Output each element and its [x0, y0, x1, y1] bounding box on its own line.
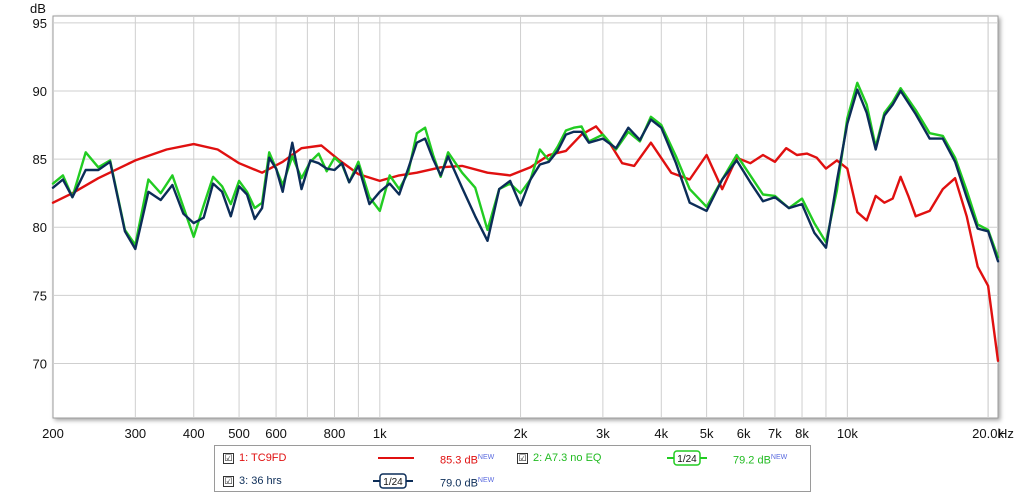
legend: ☑ 1: TC9FD 85.3 dBNEW ☑ 2: A7.3 no EQ 1/…: [214, 445, 811, 492]
smoothing-badge-3: 1/24: [373, 473, 413, 489]
x-tick-label: 200: [42, 426, 64, 441]
series-line-3: [51, 88, 1000, 263]
legend-new-tag-3: NEW: [477, 477, 495, 484]
legend-value-3: 79.0 dBNEW: [440, 473, 494, 492]
series-line-1: [51, 125, 1000, 362]
x-tick-label: 1k: [373, 426, 387, 441]
x-tick-label: 5k: [700, 426, 714, 441]
legend-value-1-text: 85.3 dB: [440, 454, 478, 467]
x-tick-label: 2k: [514, 426, 528, 441]
x-tick-label: 6k: [737, 426, 751, 441]
plot-frame: [52, 15, 999, 419]
x-tick-label: 500: [228, 426, 250, 441]
x-tick-label: 800: [324, 426, 346, 441]
series-line-2: [51, 81, 1000, 259]
x-tick-label: 400: [183, 426, 205, 441]
legend-entry-36hrs[interactable]: ☑ 3: 36 hrs 1/24 79.0 dBNEW: [223, 473, 513, 492]
legend-new-tag-2: NEW: [770, 454, 788, 461]
legend-checkbox-3[interactable]: ☑: [223, 476, 234, 487]
y-axis-label: dB: [30, 1, 46, 16]
x-unit-label: Hz: [998, 426, 1014, 441]
y-tick-label: 85: [33, 152, 47, 167]
legend-swatch-3: 1/24: [373, 473, 413, 489]
legend-entry-a73[interactable]: ☑ 2: A7.3 no EQ 1/24 79.2 dBNEW: [517, 450, 807, 469]
legend-label-1: 1: TC9FD: [239, 452, 287, 464]
legend-new-tag-1: NEW: [477, 454, 495, 461]
legend-swatch-1: [378, 457, 414, 459]
legend-value-2: 79.2 dBNEW: [733, 450, 787, 469]
legend-label-2: 2: A7.3 no EQ: [533, 452, 602, 464]
legend-value-1: 85.3 dBNEW: [440, 450, 494, 469]
legend-checkbox-1[interactable]: ☑: [223, 453, 234, 464]
x-tick-label: 4k: [654, 426, 668, 441]
x-tick-label: 20.0k: [972, 426, 1004, 441]
x-tick-label: 3k: [596, 426, 610, 441]
smoothing-text-3: 1/24: [383, 477, 403, 488]
y-tick-label: 75: [33, 288, 47, 303]
y-axis-ticks: 70 75 80 85 90 95: [33, 16, 47, 372]
smoothing-badge-2: 1/24: [667, 450, 707, 466]
legend-value-3-text: 79.0 dB: [440, 477, 478, 490]
series-lines: [51, 81, 1000, 362]
x-tick-label: 10k: [837, 426, 858, 441]
x-tick-label: 300: [124, 426, 146, 441]
x-axis-ticks: 200 300 400 500 600 800 1k 2k 3k 4k 5k 6k 7k 8k 10k 20.…: [42, 426, 1014, 441]
legend-checkbox-2[interactable]: ☑: [517, 453, 528, 464]
frequency-response-chart: 200 300 400 500 600 800 1k 2k 3k 4k 5k 6k 7k 8k 10k 20.…: [30, 1, 1014, 441]
y-tick-label: 70: [33, 356, 47, 371]
smoothing-text-2: 1/24: [677, 454, 697, 465]
legend-swatch-2: 1/24: [667, 450, 707, 466]
x-tick-label: 8k: [795, 426, 809, 441]
y-tick-label: 95: [33, 16, 47, 31]
legend-value-2-text: 79.2 dB: [733, 454, 771, 467]
legend-label-3: 3: 36 hrs: [239, 475, 282, 487]
y-tick-label: 80: [33, 220, 47, 235]
x-tick-label: 7k: [768, 426, 782, 441]
legend-entry-tc9fd[interactable]: ☑ 1: TC9FD 85.3 dBNEW: [223, 450, 513, 469]
y-tick-label: 90: [33, 84, 47, 99]
x-tick-label: 600: [265, 426, 287, 441]
